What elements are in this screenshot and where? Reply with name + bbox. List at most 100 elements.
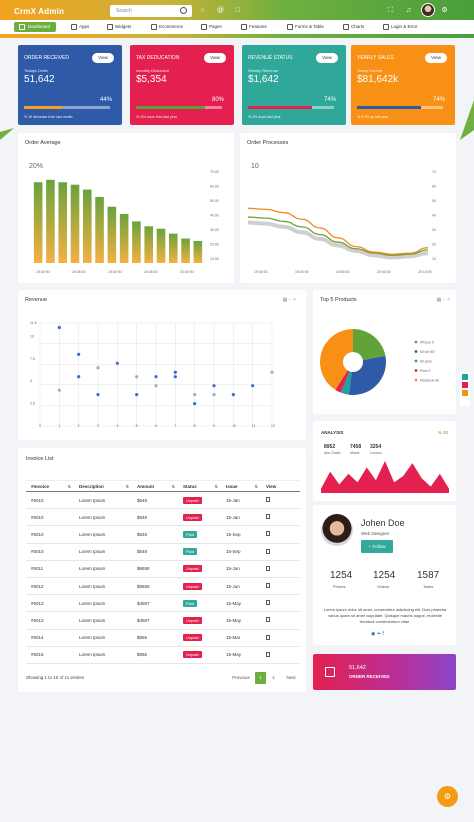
gear-icon[interactable]: ⚙ [441,7,448,14]
clipboard-icon[interactable]: □ [235,7,240,14]
globe-icon[interactable]: ◉ [371,631,376,637]
pie-hole [343,352,363,372]
fullscreen-icon[interactable]: ⛶ [388,7,393,14]
sort-icon[interactable]: ⇅ [254,484,258,489]
at-icon[interactable]: @ [216,7,225,14]
table-row[interactable]: #5015 Lorem Ipsum $956 Unpaid 15-May [26,646,300,664]
table-row[interactable]: #5011 Lorem Ipsum $9658 Unpaid 15-Jun [26,560,300,578]
chat-icon[interactable]: ○ [200,7,205,14]
invoice-view-cell [261,629,300,647]
data-point [193,402,197,406]
document-icon[interactable] [266,565,270,571]
nav-item-widgets[interactable]: Widgets [106,22,131,32]
profile-avatar[interactable] [321,514,353,546]
invoice-description: Lorem Ipsum [74,525,132,544]
search-box[interactable]: Search [110,5,192,17]
status-badge: Unpaid [183,651,202,659]
nav-item-dashboard[interactable]: Dashboard [14,22,57,32]
facebook-icon[interactable]: f [382,631,384,637]
invoice-view-cell [261,577,300,596]
invoice-status-cell: Unpaid [178,577,221,596]
document-icon[interactable] [266,617,270,623]
nav-item-features[interactable]: Features [240,22,267,32]
follow-button[interactable]: + Follow [361,540,393,553]
col-issue[interactable]: Issue ⇅ [221,480,261,492]
y-tick-label: 70.00 [210,170,219,174]
document-icon[interactable] [266,514,270,520]
stat-title: YEARLY SALES [357,55,394,61]
analysis-title: ANALYSIS [321,430,344,435]
panel-controls[interactable]: ▦ − × [436,297,450,303]
sort-icon[interactable]: ⇅ [214,484,218,489]
col-amount[interactable]: Amount ⇅ [132,480,178,492]
search-icon[interactable] [180,7,187,14]
legend-dot [414,340,418,344]
profile-bio: Lorem ipsum dolor sit amet, consectetur … [323,607,447,624]
document-icon[interactable] [266,651,270,657]
x-tick-label: 20:00:00 [377,270,391,274]
sort-icon[interactable]: ⇅ [125,484,129,489]
table-row[interactable]: #5010 Lorem Ipsum $548 Unpaid 15-Jan [26,491,300,510]
pager-page-1[interactable]: 1 [255,672,266,684]
col-status[interactable]: Status ⇅ [178,480,221,492]
pager-next[interactable]: Next [286,675,296,680]
x-tick-label: 12 [271,424,275,428]
sort-icon[interactable]: ⇅ [67,484,71,489]
y-tick-label: 20 [432,243,436,247]
status-badge: Unpaid [183,634,202,642]
table-row[interactable]: #5013 Lorem Ipsum $4587 Unpaid 15-May [26,611,300,630]
document-icon[interactable] [266,600,270,606]
order-processes-panel: Order Processes 10 19:30:00 19:40:00 19:50… [240,133,456,283]
invoice-amount: $4587 [132,594,178,613]
nav-item-pages[interactable]: Pages [200,22,222,32]
stat-value: 51,642 [24,74,55,85]
settings-fab[interactable]: ⚙ [437,786,458,807]
order-average-panel: Order Average 20% 19:30:00 19:35:00 19:40:… [18,133,234,283]
twitter-icon[interactable]: ❧ [376,631,381,637]
view-button[interactable]: View [204,53,226,63]
document-icon[interactable] [266,583,270,589]
y-tick-label: 50 [432,199,436,203]
table-row[interactable]: #5010 Lorem Ipsum $548 Paid 15-Sep [26,525,300,544]
side-tool-icon[interactable] [462,382,468,388]
pager-page-2[interactable]: 2 [272,675,275,680]
nav-item-apps[interactable]: Apps [70,22,89,32]
bell-icon[interactable]: ♫ [405,7,412,14]
table-row[interactable]: #5013 Lorem Ipsum $4587 Paid 15-May [26,594,300,613]
nav-item-ecommerce[interactable]: Ecommerce [150,22,183,32]
app-logo[interactable]: CrmX Admin [14,7,65,16]
view-button[interactable]: View [425,53,447,63]
invoice-amount: $548 [132,543,178,561]
table-row[interactable]: #5010 Lorem Ipsum $548 Paid 15-Sep [26,543,300,561]
pager-previous[interactable]: Previous [232,675,250,680]
side-tool-icon[interactable] [462,390,468,396]
nav-item-forms-table[interactable]: Forms & Table [286,22,324,32]
sort-icon[interactable]: ⇅ [171,484,175,489]
stat-title: ORDER RECEIVED [24,55,70,61]
nav-item-login-error[interactable]: Login & Error [382,22,418,32]
table-row[interactable]: #5012 Lorem Ipsum $9658 Unpaid 15-Jun [26,577,300,596]
document-icon[interactable] [266,634,270,640]
document-icon[interactable] [266,531,270,537]
table-row[interactable]: #5010 Lorem Ipsum $548 Unpaid 15-Jan [26,508,300,527]
table-row[interactable]: #5014 Lorem Ipsum $856 Unpaid 15-Mar [26,629,300,647]
side-tool-icon[interactable] [462,374,468,380]
col-description[interactable]: Description ⇅ [74,480,132,492]
view-button[interactable]: View [92,53,114,63]
data-point [96,393,100,397]
gear-icon: ⚙ [443,792,452,801]
avatar[interactable] [421,3,435,17]
stat-footnote: % 204 more than last year [136,115,177,119]
data-point [57,325,61,330]
document-icon[interactable] [266,497,270,503]
document-icon[interactable] [266,548,270,554]
invoice-issue: 15-Sep [221,525,261,544]
bar [46,179,55,263]
col-invoice[interactable]: #Invoice ⇅ [26,480,74,492]
nav-item-charts[interactable]: Charts [342,22,364,32]
view-button[interactable]: View [316,53,338,63]
data-point [77,375,81,379]
panel-controls[interactable]: ▦ − × [282,297,296,303]
col-view[interactable]: View [261,480,300,492]
invoice-table: #Invoice ⇅ Description ⇅ Amount ⇅ Status ⇅ I… [26,480,300,664]
